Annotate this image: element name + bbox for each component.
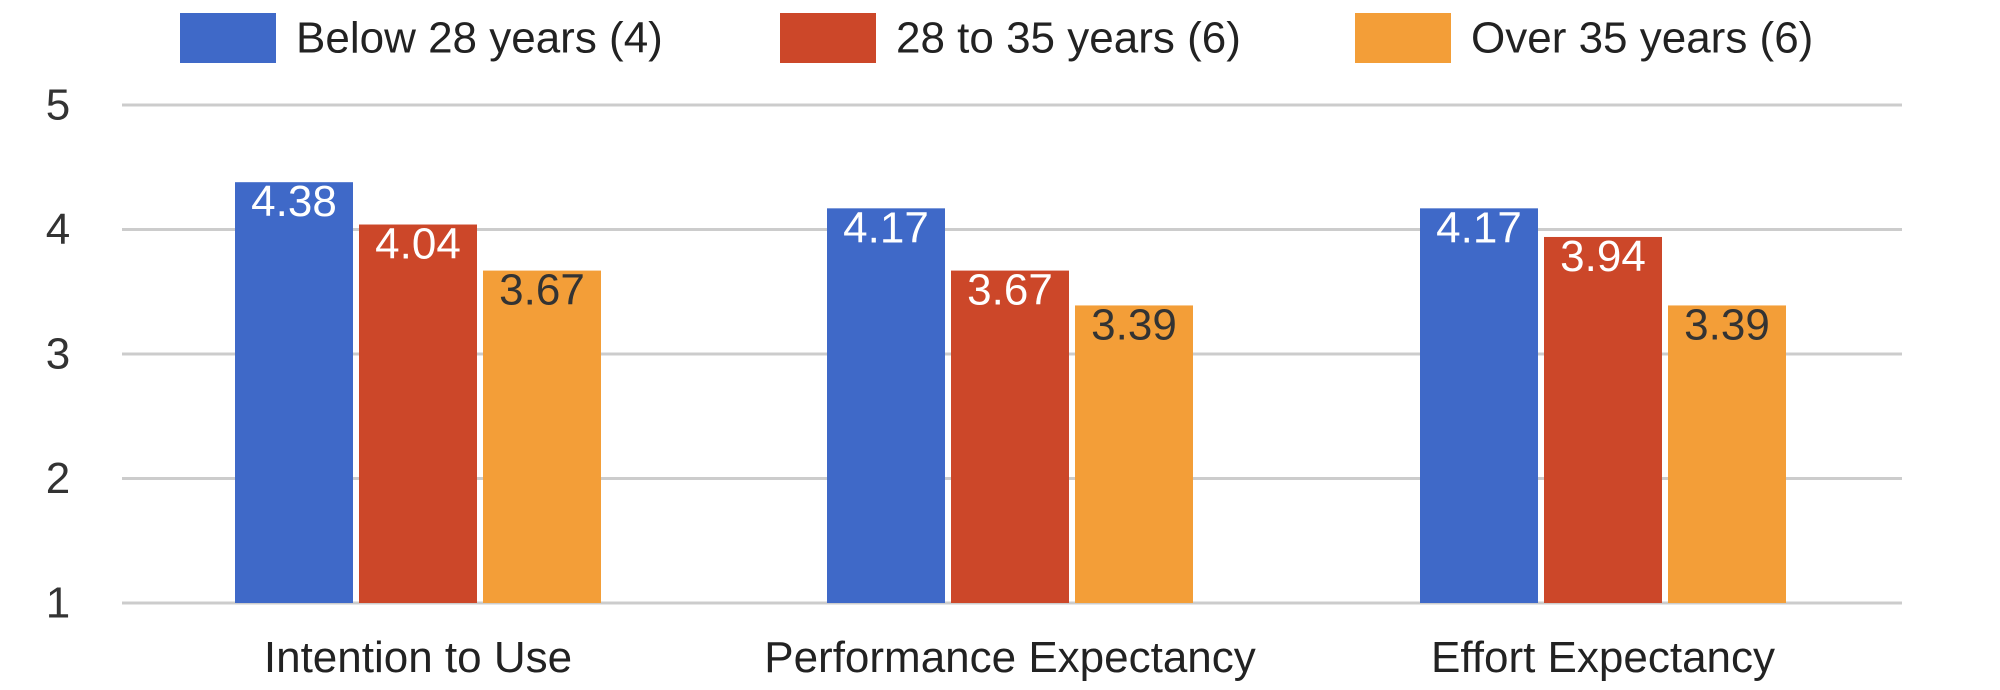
legend-swatch <box>780 13 876 63</box>
legend-label: Below 28 years (4) <box>296 14 663 63</box>
y-tick-label: 4 <box>46 205 70 254</box>
bar-value-label: 3.39 <box>1091 300 1177 349</box>
x-axis-categories: Intention to Use Performance Expectancy Ef… <box>264 633 1775 682</box>
bar-value-label: 3.67 <box>967 266 1053 315</box>
bar-value-label: 4.38 <box>251 177 337 226</box>
y-tick-label: 1 <box>46 579 70 628</box>
y-tick-label: 3 <box>46 330 70 379</box>
x-category-label: Performance Expectancy <box>764 633 1256 682</box>
bar <box>1668 305 1786 603</box>
y-tick-label: 5 <box>46 81 70 130</box>
bars <box>235 182 1786 603</box>
bar-value-label: 4.17 <box>1436 203 1522 252</box>
legend: Below 28 years (4) 28 to 35 years (6) Over… <box>180 13 1813 63</box>
x-category-label: Effort Expectancy <box>1431 633 1775 682</box>
bar <box>359 224 477 603</box>
x-category-label: Intention to Use <box>264 633 572 682</box>
bar-value-label: 3.94 <box>1560 232 1646 281</box>
value-labels: 4.38 4.04 3.67 4.17 3.67 3.39 4.17 3.94 3.39 <box>251 177 1770 349</box>
bar <box>483 270 601 603</box>
bar-value-label: 3.67 <box>499 266 585 315</box>
legend-label: Over 35 years (6) <box>1471 14 1813 63</box>
y-tick-label: 2 <box>46 454 70 503</box>
bar <box>1420 208 1538 603</box>
legend-label: 28 to 35 years (6) <box>896 14 1241 63</box>
bar <box>1544 236 1662 603</box>
legend-swatch <box>180 13 276 63</box>
bar <box>827 208 945 603</box>
y-axis-ticks: 1 2 3 4 5 <box>46 81 70 628</box>
bar <box>1075 305 1193 603</box>
bar-value-label: 3.39 <box>1684 300 1770 349</box>
bar <box>235 182 353 603</box>
bar-value-label: 4.04 <box>375 220 461 269</box>
bar-value-label: 4.17 <box>843 203 929 252</box>
legend-swatch <box>1355 13 1451 63</box>
bar <box>951 270 1069 603</box>
